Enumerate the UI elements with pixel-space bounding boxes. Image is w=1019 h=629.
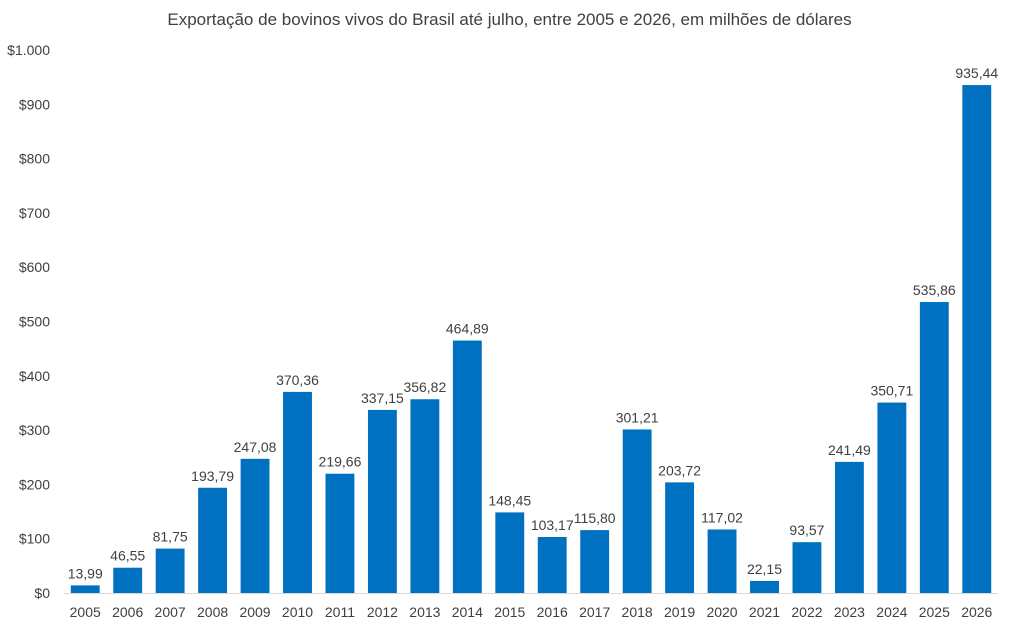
x-tick-label: 2014 (452, 604, 483, 620)
bar (580, 530, 610, 593)
x-tick-label: 2012 (367, 604, 398, 620)
x-tick-label: 2013 (409, 604, 440, 620)
x-tick-label: 2009 (239, 604, 270, 620)
data-label: 81,75 (153, 529, 188, 545)
x-tick-label: 2017 (579, 604, 610, 620)
bar (919, 302, 949, 593)
y-tick-label: $600 (19, 259, 50, 275)
data-label: 148,45 (488, 492, 531, 508)
x-tick-label: 2011 (325, 604, 355, 620)
data-label: 117,02 (701, 509, 743, 525)
data-label: 356,82 (403, 379, 446, 395)
bar (834, 461, 864, 593)
data-label: 301,21 (616, 409, 659, 425)
x-tick-label: 2007 (155, 604, 186, 620)
chart-title: Exportação de bovinos vivos do Brasil at… (167, 10, 852, 29)
data-label: 193,79 (191, 468, 234, 484)
data-label: 93,57 (789, 522, 824, 538)
x-tick-label: 2025 (919, 604, 950, 620)
bar (792, 542, 822, 593)
data-label: 241,49 (828, 442, 871, 458)
bar (495, 512, 525, 593)
data-label: 535,86 (913, 282, 956, 298)
x-tick-label: 2024 (876, 604, 907, 620)
x-tick-label: 2026 (961, 604, 992, 620)
bars-group (70, 85, 992, 593)
x-tick-label: 2010 (282, 604, 313, 620)
data-label: 350,71 (870, 383, 913, 399)
bar (283, 391, 312, 593)
bar (622, 429, 652, 593)
y-tick-label: $800 (19, 151, 50, 167)
y-tick-label: $700 (19, 205, 50, 221)
bar (537, 536, 567, 593)
y-tick-label: $400 (19, 368, 50, 384)
x-tick-label: 2018 (622, 604, 653, 620)
x-tick-label: 2021 (749, 604, 780, 620)
y-tick-label: $1.000 (7, 42, 50, 58)
x-tick-label: 2022 (791, 604, 822, 620)
y-tick-label: $0 (34, 585, 50, 601)
bar (155, 548, 185, 593)
bar (452, 340, 482, 593)
bar (325, 473, 355, 593)
x-tick-label: 2016 (537, 604, 568, 620)
data-label: 46,55 (110, 548, 145, 564)
x-tick-label: 2006 (112, 604, 143, 620)
bar (410, 399, 440, 593)
x-tick-label: 2019 (664, 604, 695, 620)
data-label: 13,99 (68, 565, 103, 581)
bar (198, 487, 228, 593)
data-label: 22,15 (747, 561, 782, 577)
bar (665, 482, 695, 593)
data-label: 203,72 (658, 462, 701, 478)
x-tick-label: 2020 (706, 604, 737, 620)
x-tick-label: 2008 (197, 604, 228, 620)
data-label: 247,08 (234, 439, 277, 455)
x-tick-label: 2023 (834, 604, 865, 620)
data-label: 103,17 (531, 517, 574, 533)
x-axis-labels: 2005 2006 2007 2008 2009 2010 2011 2012 2013 2014… (70, 604, 993, 620)
bar (750, 580, 779, 593)
bar (70, 585, 100, 593)
bar (962, 85, 992, 593)
bar (707, 529, 737, 593)
data-label: 337,15 (361, 390, 404, 406)
bar (240, 458, 270, 593)
y-tick-label: $900 (19, 96, 50, 112)
bar (113, 567, 143, 593)
y-tick-label: $300 (19, 422, 50, 438)
data-label: 935,44 (955, 65, 998, 81)
data-label: 464,89 (446, 321, 489, 337)
data-label: 370,36 (276, 372, 319, 388)
x-tick-label: 2005 (70, 604, 101, 620)
x-tick-label: 2015 (494, 604, 525, 620)
y-axis: $0 $100 $200 $300 $400 $500 $600 $700 $800 $900 $1… (7, 42, 50, 601)
y-tick-label: $200 (19, 476, 50, 492)
y-tick-label: $500 (19, 314, 50, 330)
y-tick-label: $100 (19, 531, 50, 547)
data-label: 115,80 (574, 510, 616, 526)
bar (367, 409, 397, 593)
bar (877, 402, 907, 593)
data-label: 219,66 (319, 454, 362, 470)
